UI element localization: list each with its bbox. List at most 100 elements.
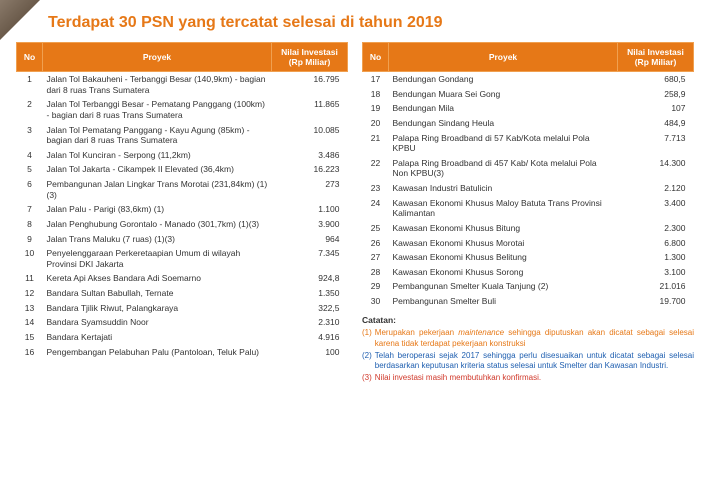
table-row: 4Jalan Tol Kunciran - Serpong (11,2km)3.…	[17, 148, 348, 163]
cell-no: 14	[17, 315, 43, 330]
table-row: 23Kawasan Industri Batulicin2.120	[363, 181, 694, 196]
cell-proyek: Jalan Tol Pematang Panggang - Kayu Agung…	[43, 123, 272, 148]
cell-nilai: 2.310	[272, 315, 348, 330]
header-nilai: Nilai Investasi (Rp Miliar)	[618, 43, 694, 72]
table-row: 21Palapa Ring Broadband di 57 Kab/Kota m…	[363, 131, 694, 156]
table-row: 27Kawasan Ekonomi Khusus Belitung1.300	[363, 250, 694, 265]
cell-nilai: 11.865	[272, 97, 348, 122]
header-proyek: Proyek	[43, 43, 272, 72]
cell-proyek: Jalan Tol Kunciran - Serpong (11,2km)	[43, 148, 272, 163]
cell-proyek: Palapa Ring Broadband di 457 Kab/ Kota m…	[389, 156, 618, 181]
cell-nilai: 7.713	[618, 131, 694, 156]
page-title: Terdapat 30 PSN yang tercatat selesai di…	[0, 0, 710, 42]
cell-nilai: 322,5	[272, 301, 348, 316]
table-row: 15Bandara Kertajati4.916	[17, 330, 348, 345]
cell-no: 4	[17, 148, 43, 163]
note-line: (2)Telah beroperasi sejak 2017 sehingga …	[362, 351, 694, 373]
table-row: 29Pembangunan Smelter Kuala Tanjung (2)2…	[363, 279, 694, 294]
cell-no: 23	[363, 181, 389, 196]
cell-nilai: 1.300	[618, 250, 694, 265]
cell-nilai: 16.223	[272, 162, 348, 177]
cell-nilai: 19.700	[618, 294, 694, 309]
table-row: 20Bendungan Sindang Heula484,9	[363, 116, 694, 131]
cell-nilai: 3.486	[272, 148, 348, 163]
cell-no: 12	[17, 286, 43, 301]
cell-nilai: 2.120	[618, 181, 694, 196]
cell-nilai: 16.795	[272, 72, 348, 98]
cell-no: 9	[17, 232, 43, 247]
header-no: No	[363, 43, 389, 72]
cell-nilai: 3.100	[618, 265, 694, 280]
table-row: 5Jalan Tol Jakarta - Cikampek II Elevate…	[17, 162, 348, 177]
cell-nilai: 1.350	[272, 286, 348, 301]
cell-proyek: Jalan Trans Maluku (7 ruas) (1)(3)	[43, 232, 272, 247]
header-proyek: Proyek	[389, 43, 618, 72]
note-text: Nilai investasi masih membutuhkan konfir…	[375, 373, 541, 384]
cell-no: 19	[363, 101, 389, 116]
cell-no: 18	[363, 87, 389, 102]
tables-container: No Proyek Nilai Investasi (Rp Miliar) 1J…	[0, 42, 710, 385]
table-row: 12Bandara Sultan Babullah, Ternate1.350	[17, 286, 348, 301]
cell-proyek: Palapa Ring Broadband di 57 Kab/Kota mel…	[389, 131, 618, 156]
table-row: 6Pembangunan Jalan Lingkar Trans Morotai…	[17, 177, 348, 202]
note-bullet: (1)	[362, 328, 372, 350]
cell-nilai: 3.400	[618, 196, 694, 221]
cell-nilai: 484,9	[618, 116, 694, 131]
notes-title: Catatan:	[362, 315, 694, 326]
cell-nilai: 1.100	[272, 202, 348, 217]
cell-proyek: Jalan Tol Jakarta - Cikampek II Elevated…	[43, 162, 272, 177]
cell-proyek: Bandara Kertajati	[43, 330, 272, 345]
header-nilai: Nilai Investasi (Rp Miliar)	[272, 43, 348, 72]
cell-nilai: 7.345	[272, 246, 348, 271]
table-row: 13Bandara Tjilik Riwut, Palangkaraya322,…	[17, 301, 348, 316]
header-no: No	[17, 43, 43, 72]
cell-no: 30	[363, 294, 389, 309]
table-row: 19Bendungan Mila107	[363, 101, 694, 116]
cell-no: 1	[17, 72, 43, 98]
cell-nilai: 21.016	[618, 279, 694, 294]
cell-no: 28	[363, 265, 389, 280]
table-row: 24Kawasan Ekonomi Khusus Maloy Batuta Tr…	[363, 196, 694, 221]
cell-proyek: Bandara Tjilik Riwut, Palangkaraya	[43, 301, 272, 316]
cell-proyek: Kawasan Industri Batulicin	[389, 181, 618, 196]
cell-proyek: Kawasan Ekonomi Khusus Maloy Batuta Tran…	[389, 196, 618, 221]
cell-proyek: Bandara Sultan Babullah, Ternate	[43, 286, 272, 301]
cell-no: 3	[17, 123, 43, 148]
table-row: 9Jalan Trans Maluku (7 ruas) (1)(3)964	[17, 232, 348, 247]
cell-nilai: 258,9	[618, 87, 694, 102]
cell-proyek: Bendungan Gondang	[389, 72, 618, 87]
cell-no: 25	[363, 221, 389, 236]
cell-no: 15	[17, 330, 43, 345]
cell-proyek: Jalan Penghubung Gorontalo - Manado (301…	[43, 217, 272, 232]
cell-no: 20	[363, 116, 389, 131]
table-row: 7Jalan Palu - Parigi (83,6km) (1)1.100	[17, 202, 348, 217]
cell-proyek: Bendungan Mila	[389, 101, 618, 116]
cell-no: 6	[17, 177, 43, 202]
table-row: 18Bendungan Muara Sei Gong258,9	[363, 87, 694, 102]
cell-no: 13	[17, 301, 43, 316]
cell-proyek: Kereta Api Akses Bandara Adi Soemarno	[43, 271, 272, 286]
table-row: 8Jalan Penghubung Gorontalo - Manado (30…	[17, 217, 348, 232]
cell-proyek: Pembangunan Jalan Lingkar Trans Morotai …	[43, 177, 272, 202]
cell-nilai: 964	[272, 232, 348, 247]
cell-nilai: 3.900	[272, 217, 348, 232]
cell-proyek: Pembangunan Smelter Buli	[389, 294, 618, 309]
cell-nilai: 107	[618, 101, 694, 116]
table-row: 17Bendungan Gondang680,5	[363, 72, 694, 87]
notes-block: Catatan: (1)Merupakan pekerjaan maintena…	[362, 315, 694, 384]
table-row: 26Kawasan Ekonomi Khusus Morotai6.800	[363, 236, 694, 251]
cell-nilai: 2.300	[618, 221, 694, 236]
table-row: 22Palapa Ring Broadband di 457 Kab/ Kota…	[363, 156, 694, 181]
cell-proyek: Kawasan Ekonomi Khusus Sorong	[389, 265, 618, 280]
note-bullet: (2)	[362, 351, 372, 373]
table-row: 30Pembangunan Smelter Buli19.700	[363, 294, 694, 309]
cell-proyek: Pengembangan Pelabuhan Palu (Pantoloan, …	[43, 345, 272, 360]
cell-proyek: Bandara Syamsuddin Noor	[43, 315, 272, 330]
note-line: (1)Merupakan pekerjaan maintenance sehin…	[362, 328, 694, 350]
cell-nilai: 273	[272, 177, 348, 202]
cell-no: 17	[363, 72, 389, 87]
cell-proyek: Penyelenggaraan Perkeretaapian Umum di w…	[43, 246, 272, 271]
cell-proyek: Bendungan Sindang Heula	[389, 116, 618, 131]
cell-no: 21	[363, 131, 389, 156]
cell-nilai: 680,5	[618, 72, 694, 87]
